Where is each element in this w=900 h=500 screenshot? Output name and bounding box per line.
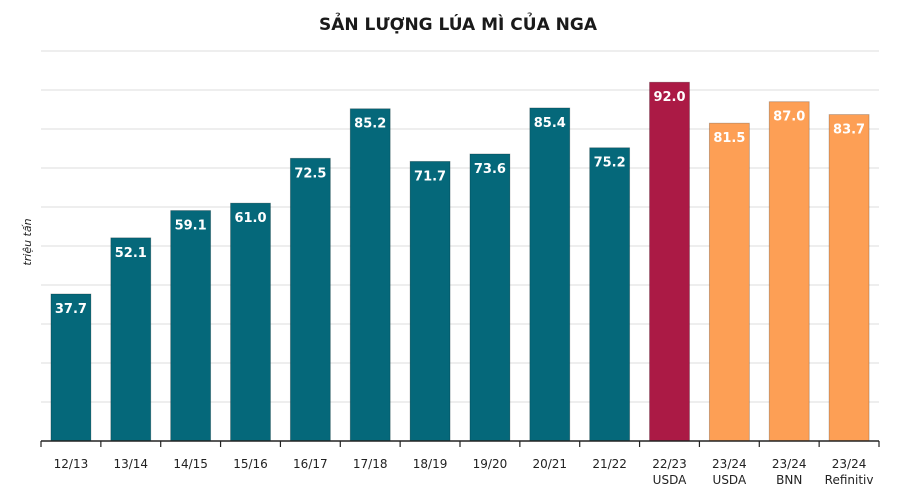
x-tick-label: 14/15 [173,457,208,471]
data-label: 83.7 [833,123,865,138]
data-label: 59.1 [175,219,207,234]
data-label: 92.0 [653,90,685,105]
bar [289,157,331,442]
bar [170,210,212,442]
data-label: 71.7 [414,169,446,184]
data-label: 81.5 [713,131,745,146]
data-labels: 37.7 52.1 59.1 61.0 72.5 85.2 71.7 73.6 85.4 75.2… [55,90,865,317]
x-tick-label: 23/24 [832,457,867,471]
bars [50,81,870,442]
data-label: 61.0 [234,211,266,226]
x-tick-label: 23/24 [772,457,807,471]
x-tick-label: Refinitiv [825,473,874,487]
x-tick-label: 12/13 [54,457,89,471]
x-tick-label: 18/19 [413,457,448,471]
x-tick-label: 17/18 [353,457,388,471]
y-axis-label: triệu tấn [21,218,34,265]
x-tick-label: 13/14 [113,457,148,471]
x-tick-label: USDA [653,473,687,487]
x-axis [40,440,880,447]
data-label: 75.2 [594,156,626,171]
bar [110,237,152,442]
x-tick-label: 19/20 [473,457,508,471]
x-tick-label: 23/24 [712,457,747,471]
chart-title: SẢN LƯỢNG LÚA MÌ CỦA NGA [319,11,598,35]
data-label: 72.5 [294,166,326,181]
x-tick-labels: 12/13 13/14 14/15 15/16 16/17 17/18 18/19 19/20… [54,457,874,487]
x-tick-label: 20/21 [532,457,567,471]
data-label: 85.4 [534,116,566,131]
data-label: 85.2 [354,117,386,132]
bar [708,122,750,442]
bar [768,101,810,442]
data-label: 87.0 [773,110,805,125]
data-label: 52.1 [115,246,147,261]
x-tick-label: 15/16 [233,457,268,471]
bar [529,107,571,442]
bar [50,293,92,442]
bar [230,202,271,442]
bar [589,147,631,442]
bar [828,114,870,442]
x-tick-label: USDA [713,473,747,487]
x-tick-label: 16/17 [293,457,328,471]
bar [409,160,451,442]
x-tick-label: 21/22 [592,457,627,471]
gridlines [41,50,879,403]
bar [469,153,511,442]
data-label: 73.6 [474,162,506,177]
x-tick-label: BNN [776,473,802,487]
bar [349,108,391,442]
bar [649,81,690,442]
x-tick-label: 22/23 [652,457,687,471]
data-label: 37.7 [55,302,87,317]
